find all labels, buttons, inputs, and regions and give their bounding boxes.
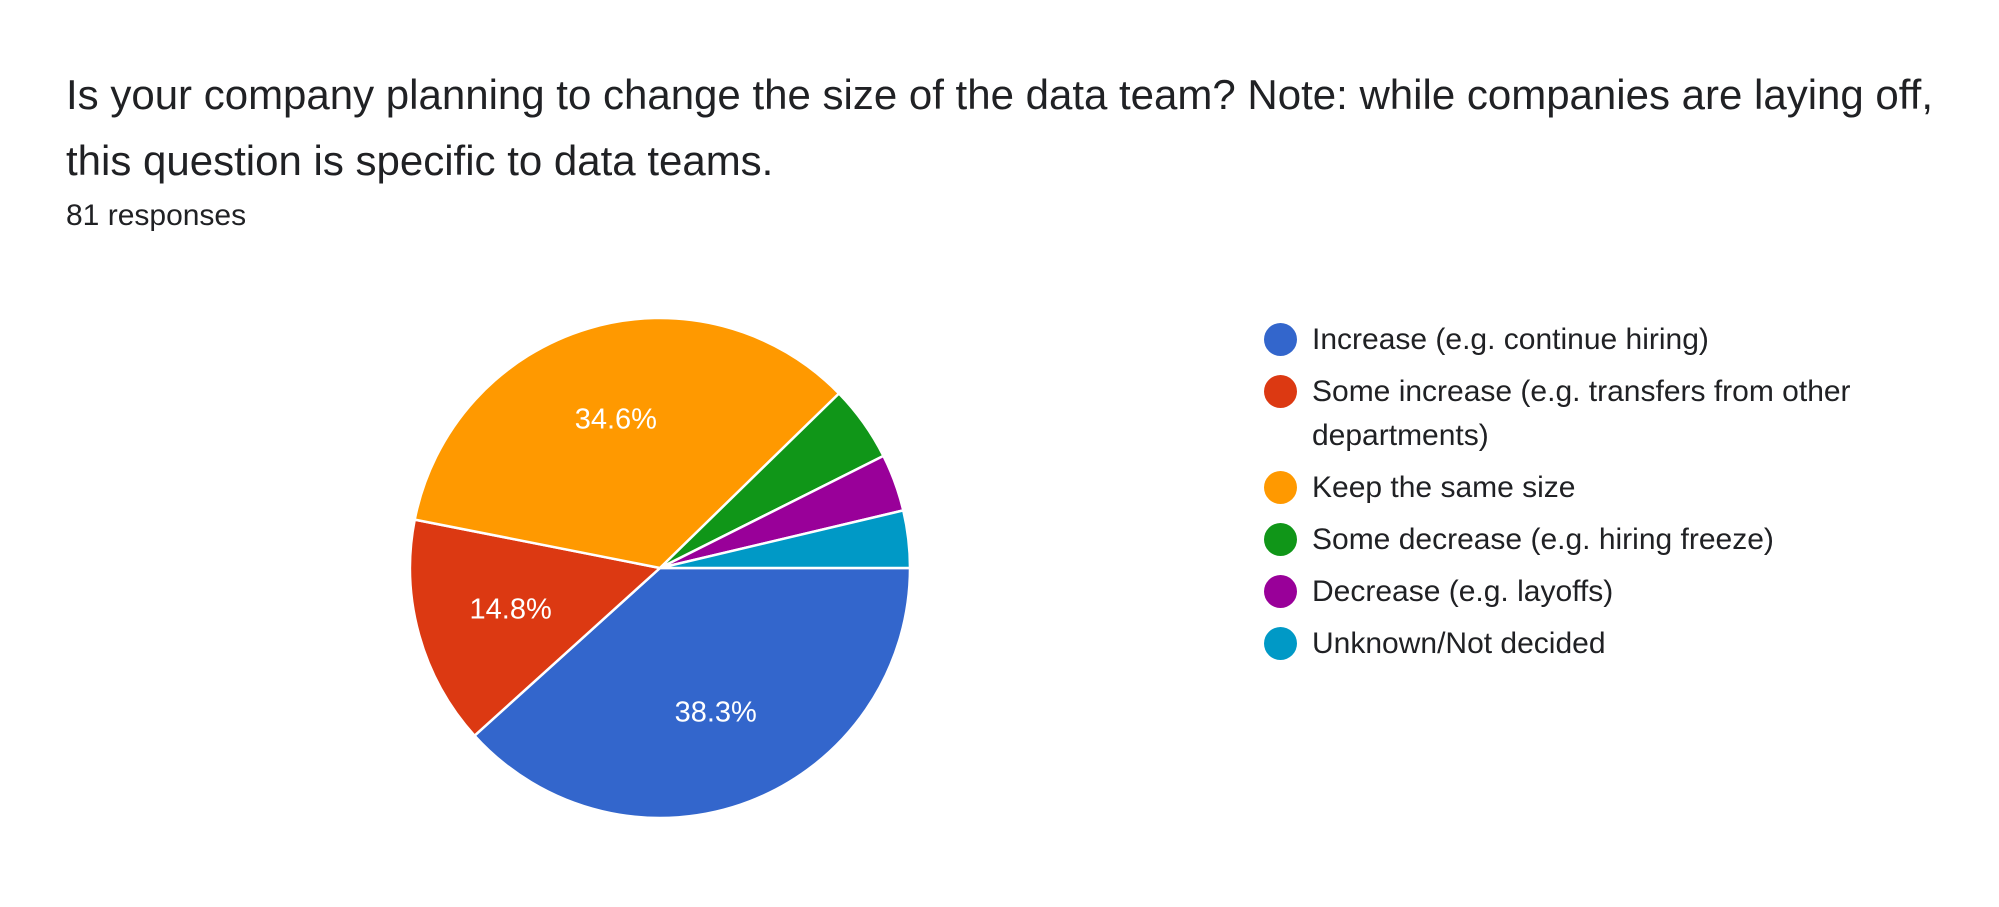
legend-swatch-1 bbox=[1264, 375, 1297, 408]
legend-label-4: Decrease (e.g. layoffs) bbox=[1312, 575, 1614, 608]
legend-swatch-5 bbox=[1264, 627, 1297, 660]
legend-item-3[interactable]: Some decrease (e.g. hiring freeze) bbox=[1264, 518, 1964, 562]
legend-swatch-4 bbox=[1264, 575, 1297, 608]
pie-labels: 38.3% 14.8% 34.6% bbox=[470, 403, 757, 728]
legend-swatch-0 bbox=[1264, 323, 1297, 356]
legend-swatch-2 bbox=[1264, 471, 1297, 504]
pie-slice-label-0: 38.3% bbox=[675, 697, 757, 729]
legend-label-2: Keep the same size bbox=[1312, 471, 1576, 504]
legend-label-3: Some decrease (e.g. hiring freeze) bbox=[1312, 523, 1774, 556]
legend-item-2[interactable]: Keep the same size bbox=[1264, 466, 1964, 510]
pie-slice-label-1: 14.8% bbox=[470, 593, 552, 625]
legend-item-0[interactable]: Increase (e.g. continue hiring) bbox=[1264, 318, 1964, 362]
legend-label-5: Unknown/Not decided bbox=[1312, 627, 1606, 660]
pie-chart: 38.3% 14.8% 34.6% bbox=[408, 316, 912, 820]
legend-label-0: Increase (e.g. continue hiring) bbox=[1312, 323, 1709, 356]
chart-legend: Increase (e.g. continue hiring) Some incr… bbox=[1264, 318, 1964, 674]
legend-swatch-3 bbox=[1264, 523, 1297, 556]
pie-slice-5[interactable] bbox=[659, 508, 912, 570]
pie-slice-2[interactable] bbox=[413, 316, 841, 570]
pie-slice-1[interactable] bbox=[408, 518, 663, 738]
legend-item-5[interactable]: Unknown/Not decided bbox=[1264, 622, 1964, 666]
legend-item-4[interactable]: Decrease (e.g. layoffs) bbox=[1264, 570, 1964, 614]
legend-label-1: Some increase (e.g. transfers from other… bbox=[1312, 375, 1851, 452]
pie-slice-0[interactable] bbox=[472, 566, 912, 820]
legend-item-1[interactable]: Some increase (e.g. transfers from other… bbox=[1264, 370, 1964, 458]
pie-slice-label-2: 34.6% bbox=[575, 403, 657, 435]
response-count: 81 responses bbox=[66, 199, 247, 232]
pie-slices bbox=[408, 316, 912, 820]
question-title: Is your company planning to change the s… bbox=[66, 71, 1934, 184]
